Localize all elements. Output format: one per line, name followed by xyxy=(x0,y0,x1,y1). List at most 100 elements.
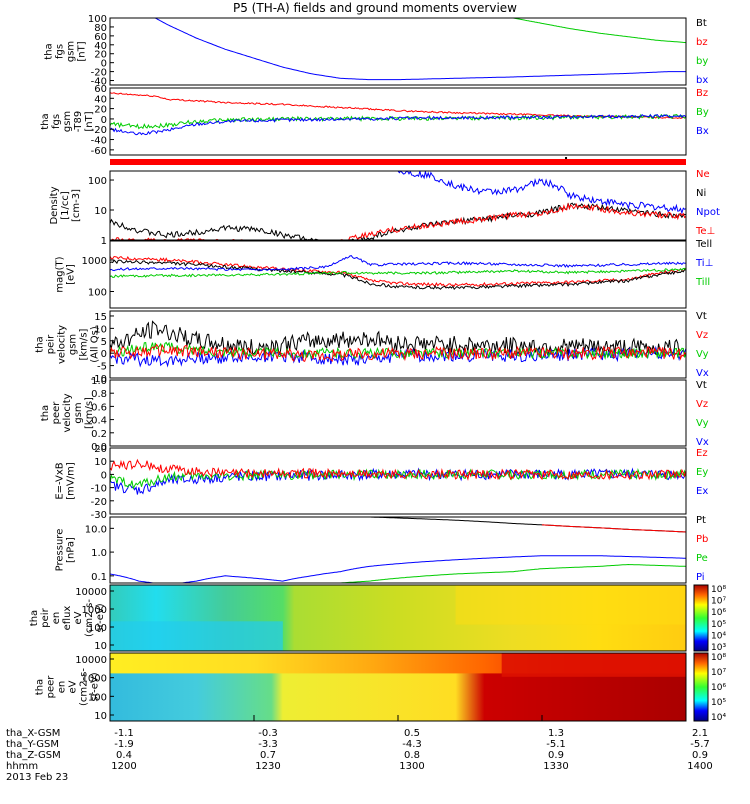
y-axis-label-line: gsm xyxy=(73,402,84,423)
legend-entry: by xyxy=(696,56,708,67)
y-tick-label: -30 xyxy=(91,510,107,521)
spectrogram-low-energy xyxy=(110,621,283,651)
legend-entry: Vy xyxy=(696,418,709,429)
ephemeris-value: 0.8 xyxy=(404,750,420,761)
legend-entry: Pe xyxy=(696,553,708,564)
panel-frame xyxy=(109,87,687,156)
y-axis-label-line: peir xyxy=(40,607,51,627)
series-line-Bz xyxy=(109,92,687,119)
colorbar xyxy=(693,652,709,722)
panel-pressure: 10.0 1.0 0.1 Pressure [nPa] Pt Pb Pe Pi xyxy=(55,515,708,584)
panel-frame xyxy=(109,379,687,447)
ephemeris-value: 0.7 xyxy=(260,750,276,761)
y-tick-label: 10.0 xyxy=(85,524,107,535)
y-axis-label-line: eV xyxy=(73,611,84,624)
y-tick-label: 80 xyxy=(94,23,107,34)
y-tick-label: 20 xyxy=(94,50,107,61)
y-axis-label-line: mag(T) xyxy=(55,256,66,292)
y-axis-label-line: tha xyxy=(40,405,51,421)
legend-entry: Till xyxy=(695,277,710,288)
ephemeris-value: 1230 xyxy=(255,761,280,772)
date-label: 2013 Feb 23 xyxy=(6,772,68,783)
legend-entry: bz xyxy=(696,37,708,48)
y-axis-label-line: [mV/m] xyxy=(66,462,77,500)
colorbar-tick-label: 10³ xyxy=(711,643,726,653)
y-tick-label: 1000 xyxy=(82,674,107,685)
y-axis-label-line: sr-eV) xyxy=(95,603,106,632)
panel-density: 100 10 1 Density [1/cc] [cm-3] Ne Ni Npot Te⊥ xyxy=(49,169,720,247)
ephemeris-value: 1200 xyxy=(111,761,136,772)
series-line-Vz xyxy=(109,343,687,363)
legend-entry: Te⊥ xyxy=(695,226,715,237)
series-line-Pb xyxy=(542,524,687,533)
legend-entry: Vt xyxy=(696,380,707,391)
y-tick-label: -20 xyxy=(91,497,107,508)
panel-efield: 20 10 0 -10 -20 -30 E=-VxB [mV/m] Ez Ey Ex xyxy=(55,444,709,521)
series-line-by xyxy=(513,17,687,44)
legend-entry: Ey xyxy=(696,467,708,478)
y-tick-label: 100 xyxy=(88,176,107,187)
colorbar-tick-label: 10⁴ xyxy=(711,713,726,723)
series-line-Ez xyxy=(109,458,687,481)
y-tick-label: 1 xyxy=(101,236,107,247)
y-tick-label: 10 xyxy=(94,711,107,722)
y-tick-label: -40 xyxy=(91,136,107,147)
y-tick-label: 1.0 xyxy=(91,548,107,559)
ephemeris-value: 1.3 xyxy=(548,728,564,739)
legend-entry: Ni xyxy=(696,188,706,199)
mode-bar-marker xyxy=(565,157,568,159)
y-tick-label: -40 xyxy=(91,77,107,88)
ephemeris-value: 0.9 xyxy=(692,750,708,761)
legend-entry: Pi xyxy=(696,572,705,583)
legend-entry: Vx xyxy=(696,437,709,448)
y-tick-label: 40 xyxy=(94,94,107,105)
legend-entry: Vt xyxy=(696,311,707,322)
y-axis-label-line: [1/cc] xyxy=(60,191,71,220)
y-axis-label-line: E=-VxB xyxy=(55,462,66,499)
y-tick-label: 100 xyxy=(88,14,107,25)
y-tick-label: 0.8 xyxy=(91,389,107,400)
ephemeris-value: 0.4 xyxy=(116,750,132,761)
legend-entry: Pt xyxy=(696,515,706,526)
y-axis-label: mag(T) [eV] xyxy=(55,256,77,292)
y-axis-label-line: eV xyxy=(68,680,79,693)
y-axis-label-line: Pressure xyxy=(55,529,66,572)
legend-entry: bx xyxy=(696,75,708,86)
legend-entry: Npot xyxy=(696,207,720,218)
spectrogram-high-energy xyxy=(455,585,686,625)
y-tick-label: 0.4 xyxy=(91,416,107,427)
y-axis-label-line: en xyxy=(57,681,68,694)
series-line-Ey xyxy=(109,467,687,490)
legend-entry: By xyxy=(696,107,709,118)
figure-title: P5 (TH-A) fields and ground moments over… xyxy=(233,1,517,15)
y-tick-label: 0 xyxy=(101,59,107,70)
ephemeris-value: -5.1 xyxy=(546,739,566,750)
ephemeris-value: -5.7 xyxy=(690,739,710,750)
y-axis-label: E=-VxB [mV/m] xyxy=(55,462,77,500)
panel-peer-velocity: 1.0 0.8 0.6 0.4 0.2 0.0 tha peer velocity gsm [km/… xyxy=(40,376,709,453)
y-tick-label: 0 xyxy=(101,349,107,360)
legend-entry: Bz xyxy=(696,88,708,99)
panel-peer-spectrogram: 10⁸ 10⁷ 10⁶ 10⁵ 10⁴ 10000 1000 100 10 tha peer en eV… xyxy=(35,652,726,723)
y-tick-label: -10 xyxy=(91,484,107,495)
y-axis-label: tha fgs gsm [nT] xyxy=(44,41,88,62)
y-tick-label: 10 xyxy=(94,324,107,335)
y-axis-label-line: sr-eV) xyxy=(90,672,101,701)
ephemeris-value: -4.3 xyxy=(402,739,422,750)
y-tick-label: 15 xyxy=(94,312,107,323)
series-line-Till xyxy=(109,267,687,278)
ephemeris-value: 0.9 xyxy=(548,750,564,761)
y-axis-label: tha fgs gsm -T89 [nT] xyxy=(40,111,95,133)
y-tick-label: 0.1 xyxy=(91,572,107,583)
y-tick-label: -20 xyxy=(91,68,107,79)
y-axis-label-line: [km/s] xyxy=(79,328,90,360)
y-axis-label-line: tha xyxy=(35,336,46,352)
y-tick-label: -10 xyxy=(91,374,107,385)
y-tick-label: 100 xyxy=(88,692,107,703)
y-axis-label-line: peer xyxy=(46,675,57,699)
y-tick-label: 0.2 xyxy=(91,429,107,440)
y-axis-label: tha peer velocity gsm [km/s] xyxy=(40,393,95,432)
ephemeris-value: 2.1 xyxy=(692,728,708,739)
